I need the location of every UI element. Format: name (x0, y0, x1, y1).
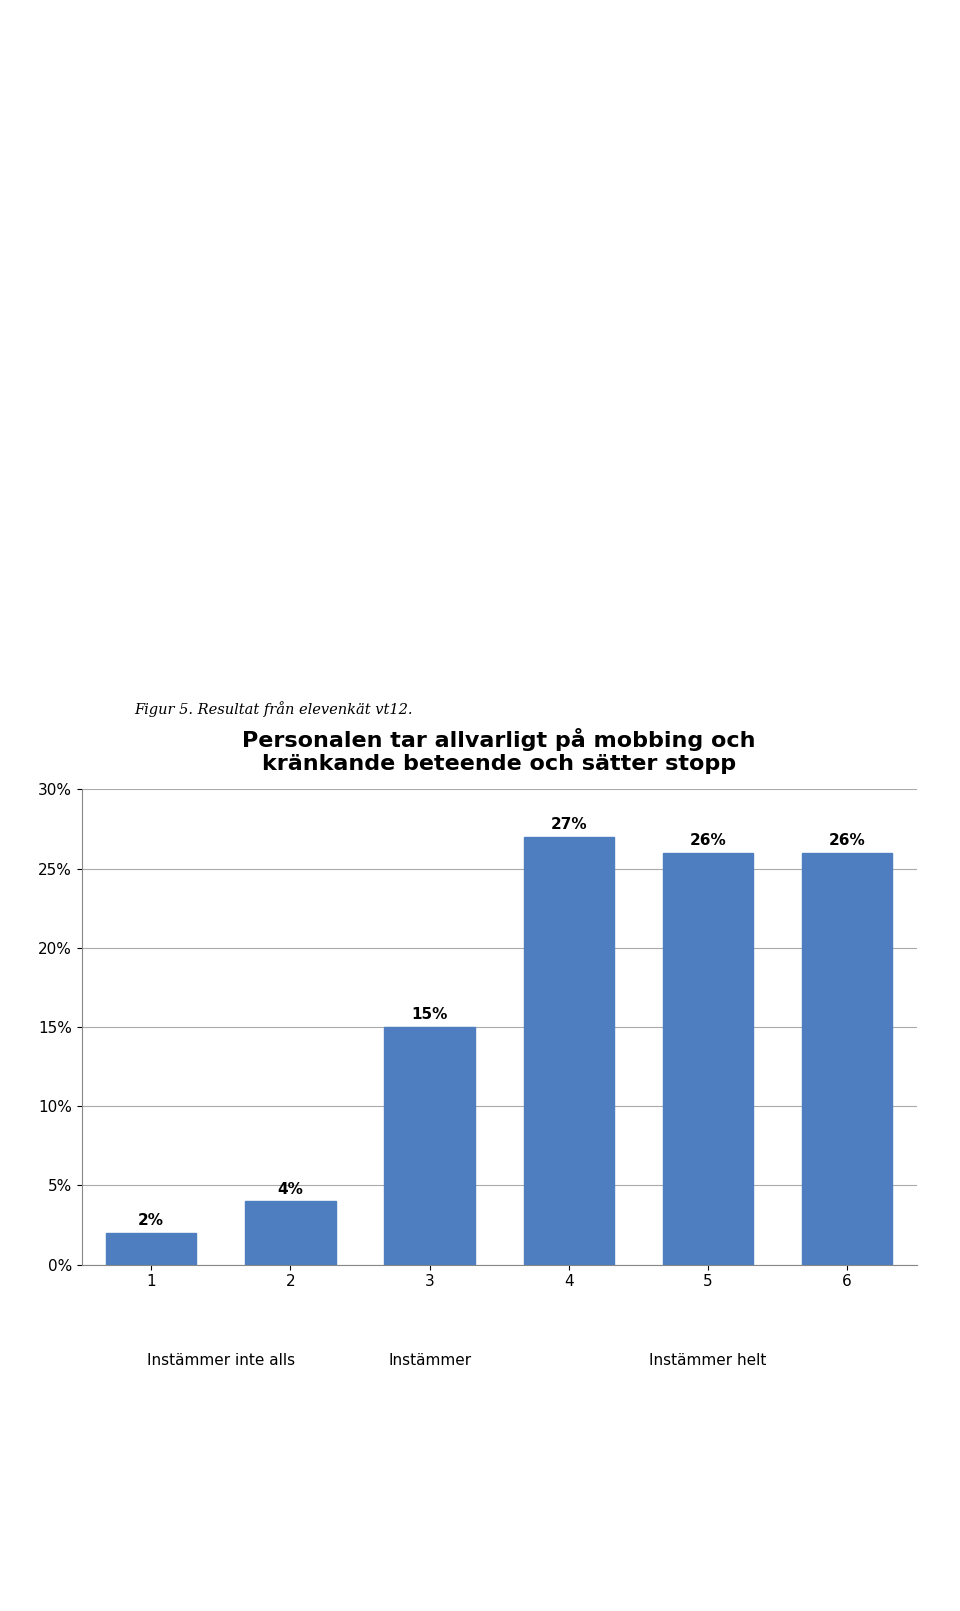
Text: 26%: 26% (689, 833, 727, 847)
Text: 15%: 15% (412, 1007, 447, 1023)
Bar (662, 852, 754, 1265)
Text: 27%: 27% (550, 817, 588, 833)
Text: 2%: 2% (138, 1213, 164, 1228)
Text: Instämmer inte alls: Instämmer inte alls (147, 1353, 295, 1368)
Text: Figur 5. Resultat från elevenkät vt12.: Figur 5. Resultat från elevenkät vt12. (134, 701, 413, 717)
Bar (802, 852, 893, 1265)
Text: 26%: 26% (828, 833, 866, 847)
Bar (245, 1202, 336, 1265)
Bar (523, 838, 614, 1265)
Text: 4%: 4% (277, 1181, 303, 1197)
Text: Instämmer: Instämmer (388, 1353, 471, 1368)
Title: Personalen tar allvarligt på mobbing och
kränkande beteende och sätter stopp: Personalen tar allvarligt på mobbing och… (243, 728, 756, 773)
Text: Instämmer helt: Instämmer helt (649, 1353, 767, 1368)
Bar (384, 1028, 475, 1265)
Bar (106, 1232, 197, 1265)
